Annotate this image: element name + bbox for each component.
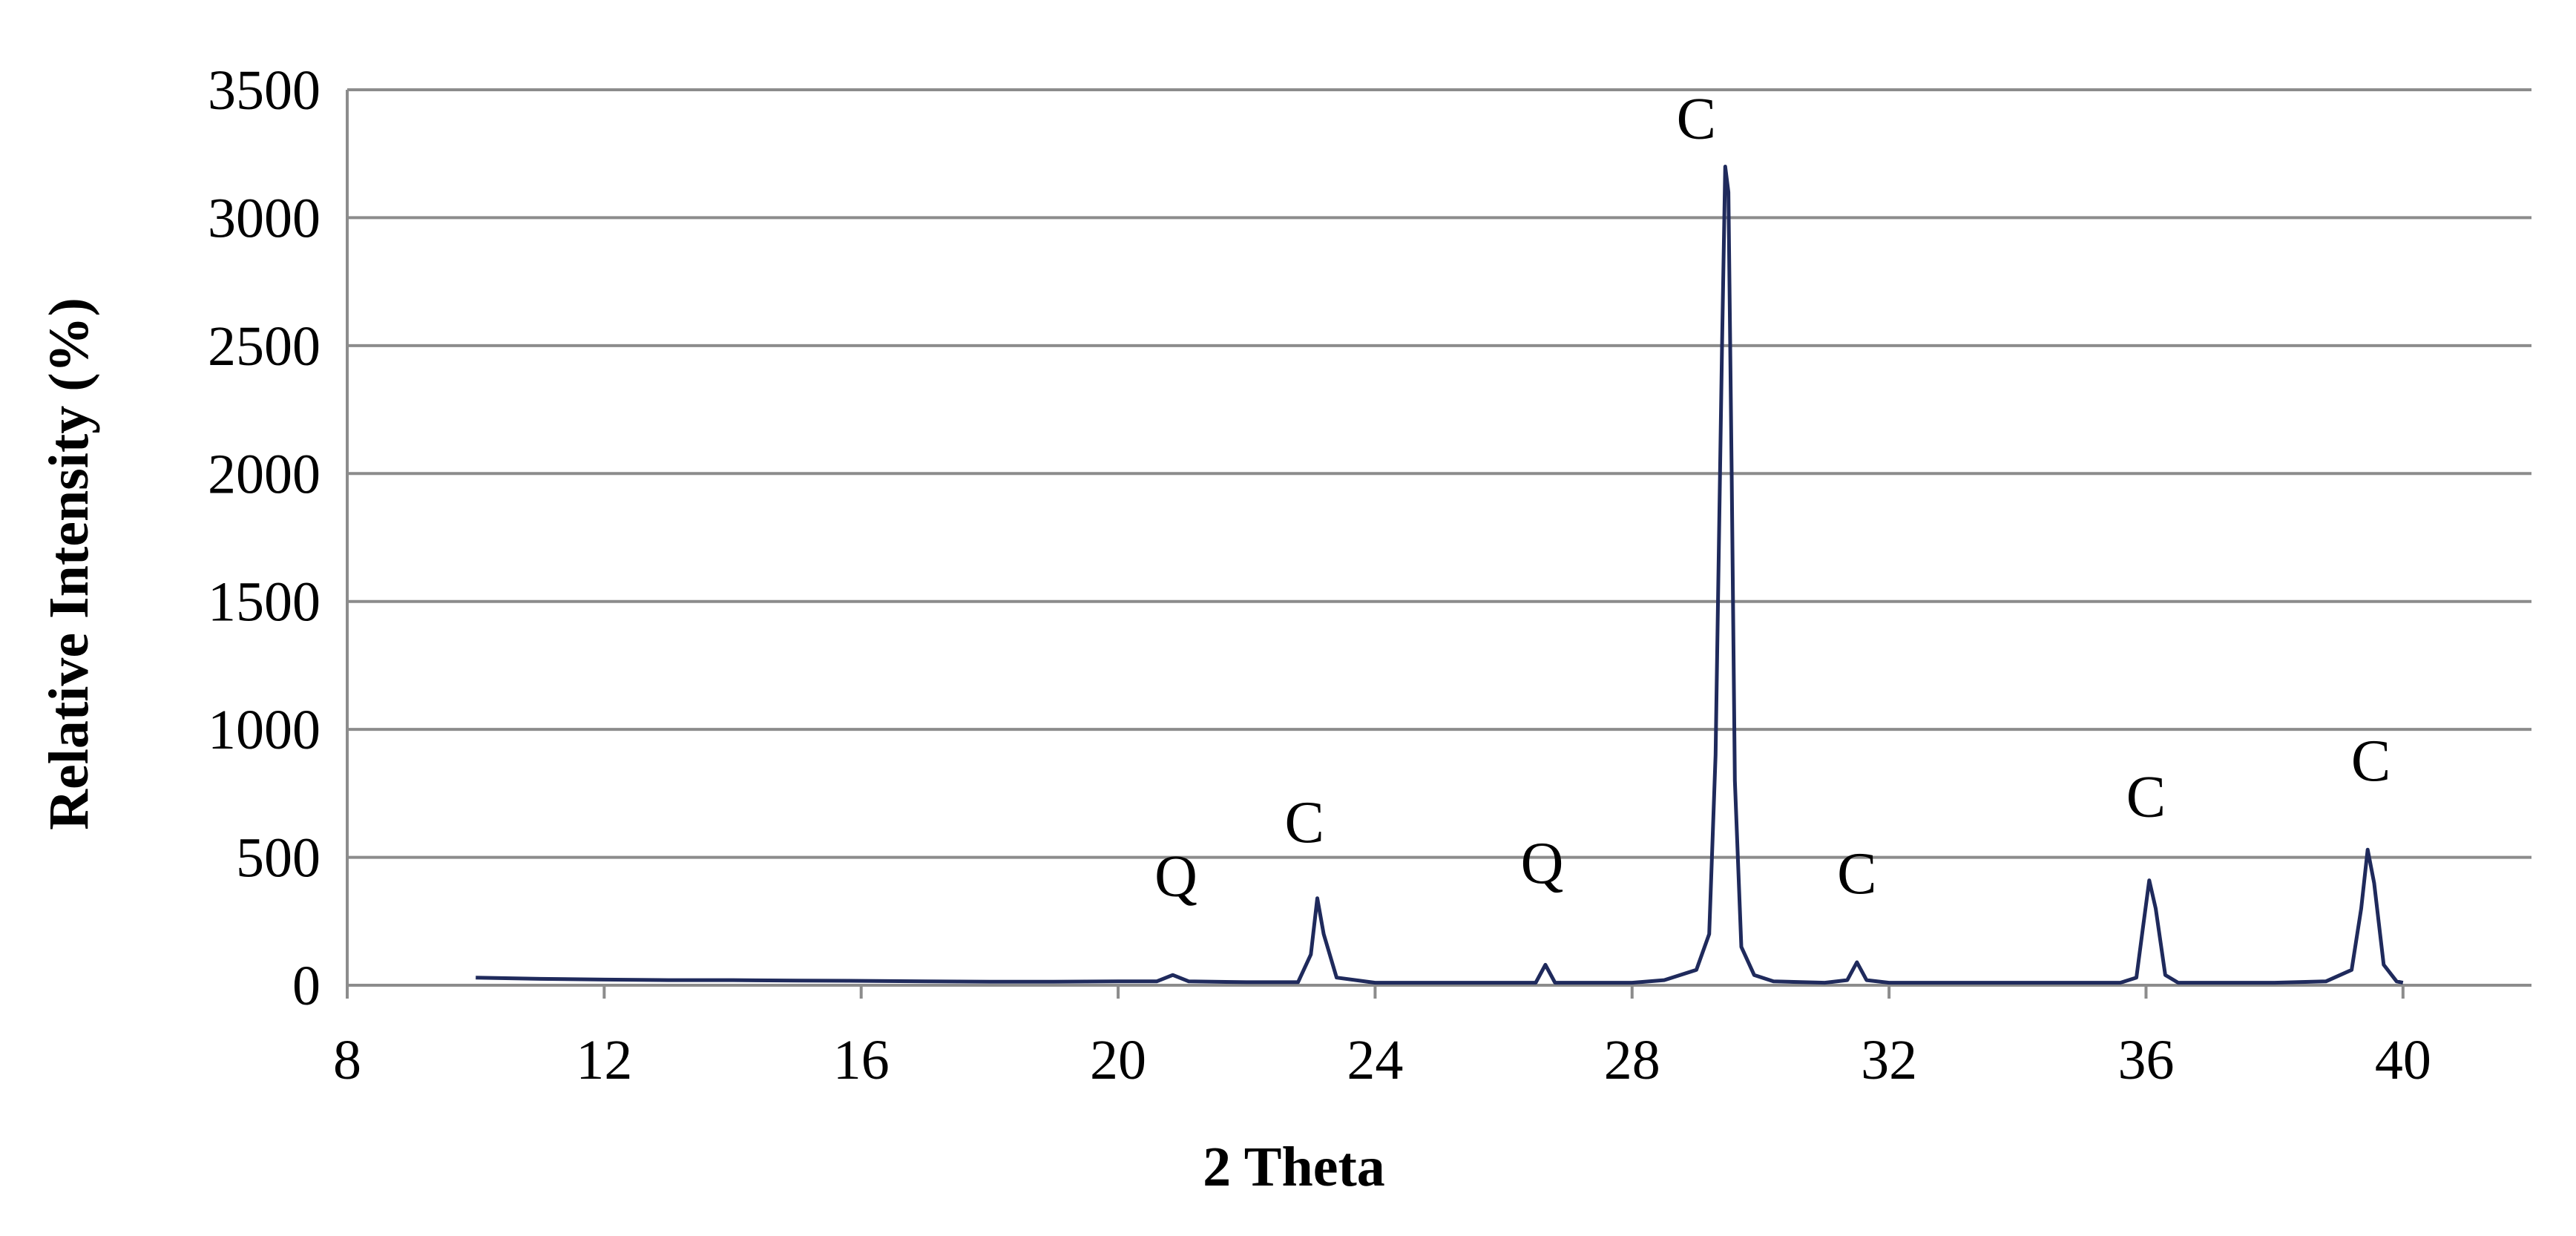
x-tick-label: 40: [2375, 1029, 2431, 1091]
y-tick-label: 3000: [208, 187, 321, 249]
peak-label: C: [2351, 729, 2391, 794]
x-tick-label: 36: [2117, 1029, 2174, 1091]
y-tick-label: 500: [236, 827, 321, 890]
y-tick-label: 2500: [208, 315, 321, 378]
peak-annotations: Q C Q C C C C: [1154, 87, 2391, 910]
series-line-0: [476, 165, 2404, 985]
x-tick-label: 28: [1604, 1029, 1660, 1091]
axes: [346, 90, 2531, 999]
x-tick-label: 32: [1861, 1029, 1917, 1091]
series-layer: [476, 165, 2404, 985]
peak-label: Q: [1521, 831, 1564, 896]
y-tick-label: 0: [292, 955, 321, 1017]
peak-label: C: [2126, 764, 2166, 829]
peak-label: Q: [1154, 844, 1197, 909]
y-tick-label: 1500: [208, 571, 321, 634]
y-tick-label: 1000: [208, 699, 321, 761]
x-tick-label: 20: [1090, 1029, 1146, 1091]
x-tick-labels: 8 12 16 20 24 28 32 36 40: [333, 1029, 2431, 1091]
peak-label: C: [1837, 841, 1876, 907]
x-tick-label: 16: [833, 1029, 890, 1091]
y-axis-title: Relative Intensity (%): [38, 298, 100, 830]
x-axis-title: 2 Theta: [1203, 1136, 1385, 1198]
y-tick-label: 3500: [208, 59, 321, 122]
x-tick-label: 8: [333, 1029, 361, 1091]
peak-label: C: [1284, 790, 1324, 855]
gridlines: [347, 88, 2531, 859]
x-tick-label: 24: [1347, 1029, 1403, 1091]
peak-label: C: [1677, 87, 1716, 152]
y-tick-label: 2000: [208, 443, 321, 505]
x-tick-label: 12: [576, 1029, 632, 1091]
y-tick-labels: 0 500 1000 1500 2000 2500 3000 3500: [208, 59, 321, 1017]
